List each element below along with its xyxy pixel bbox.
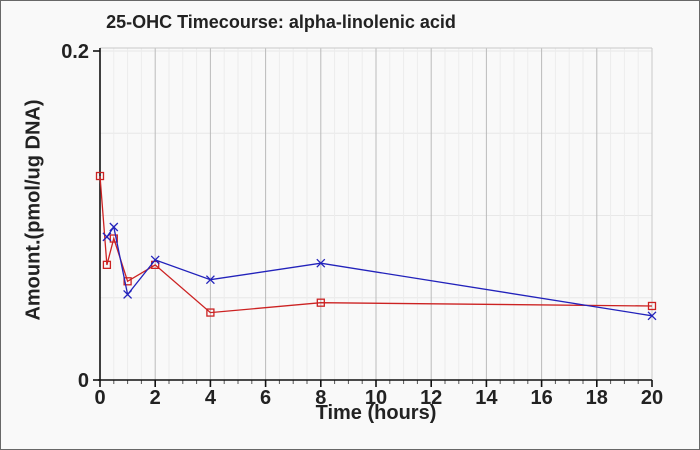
series-blue-x-marker: [150, 255, 160, 265]
series-red-squares-line: [99, 175, 653, 314]
series-red-squares-marker: [123, 277, 132, 286]
series-red-squares-marker: [206, 308, 215, 317]
x-tick-label: 4: [205, 387, 217, 409]
x-tick-label: 14: [475, 387, 498, 409]
x-tick-label: 2: [150, 387, 161, 409]
series-red-squares-marker: [102, 260, 112, 270]
y-tick-label: 0: [78, 370, 89, 392]
x-tick-label: 12: [420, 387, 442, 409]
series-blue-x-marker: [109, 222, 119, 232]
series-blue-x-marker: [102, 232, 112, 242]
y-tick-label: 0.2: [61, 41, 89, 63]
x-tick-label: 8: [315, 387, 326, 409]
x-tick-label: 18: [586, 387, 608, 409]
series-blue-x-line: [106, 225, 653, 317]
series-red-squares-marker: [95, 171, 105, 181]
x-tick-label: 16: [530, 387, 552, 409]
x-tick-label: 0: [94, 387, 105, 409]
chart-title: 25-OHC Timecourse: alpha-linolenic acid: [106, 12, 456, 32]
series-red-squares-marker: [647, 301, 657, 311]
series-blue-x-marker: [316, 258, 326, 268]
series-blue-x-marker: [123, 290, 133, 299]
series-red-squares-marker: [316, 298, 325, 307]
series-blue-x-marker: [647, 311, 657, 321]
x-tick-label: 10: [365, 387, 387, 409]
series-red-squares-marker: [109, 234, 118, 243]
x-tick-label: 6: [260, 387, 271, 409]
x-tick-label: 20: [641, 387, 663, 409]
x-axis-label: Time (hours): [315, 402, 437, 424]
series-blue-x-marker: [205, 275, 215, 285]
